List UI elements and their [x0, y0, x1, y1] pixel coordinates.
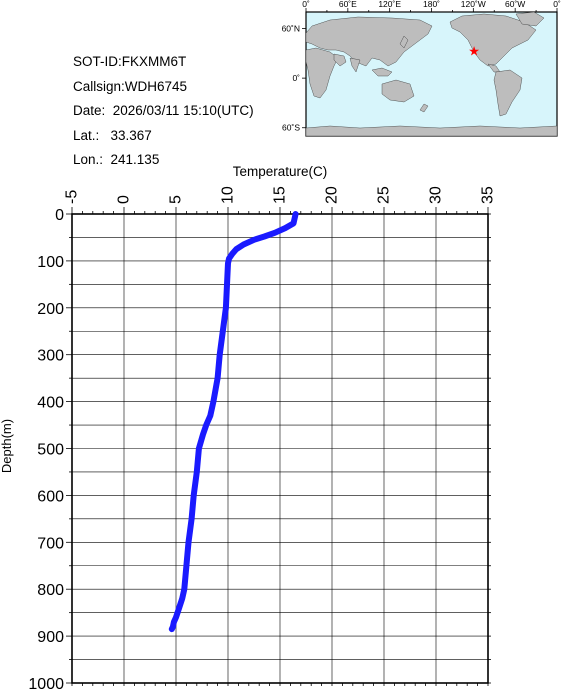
x-tick-label: 15	[272, 186, 289, 204]
temperature-profile-line	[168, 211, 299, 633]
y-tick-label: 500	[37, 442, 64, 459]
x-tick-label: 10	[220, 186, 237, 204]
y-tick-label: 400	[37, 395, 64, 412]
plot-frame	[71, 213, 489, 684]
date-text: Date: 2026/03/11 15:10(UTC)	[73, 103, 254, 118]
float-info-panel: SOT-ID:FKXMM6T Callsign:WDH6745 Date: 20…	[73, 50, 254, 173]
latitude-text: Lat.: 33.367	[73, 127, 152, 143]
chart-minor-ticks	[66, 207, 491, 686]
x-tick-label: -5	[64, 190, 81, 204]
callsign-text: Callsign:WDH6745	[73, 78, 188, 94]
x-tick-label: 0	[116, 195, 133, 204]
y-axis-label: Depth(m)	[0, 419, 14, 473]
y-tick-label: 300	[37, 348, 64, 365]
y-tick-label: 600	[37, 488, 64, 505]
y-tick-labels: 0 100 200 300 400 500 600 700 800 900 1000	[28, 207, 64, 690]
x-tick-label: 20	[324, 186, 341, 204]
x-tick-label: 5	[168, 195, 185, 204]
y-tick-label: 1000	[28, 676, 64, 690]
y-tick-label: 800	[37, 582, 64, 599]
y-tick-label: 900	[37, 629, 64, 646]
x-tick-label: 35	[480, 186, 497, 204]
longitude-text: Lon.: 241.135	[73, 152, 160, 167]
x-tick-label: 25	[376, 186, 393, 204]
x-tick-labels: -5 0 5 10 15 20 25 30 35	[64, 186, 497, 204]
x-tick-label: 30	[428, 186, 445, 204]
chart-grid	[71, 213, 489, 684]
y-tick-label: 0	[55, 207, 64, 224]
y-tick-label: 200	[37, 301, 64, 318]
sot-id-text: SOT-ID:FKXMM6T	[73, 54, 187, 69]
x-axis-label: Temperature(C)	[233, 164, 328, 179]
y-tick-label: 700	[37, 535, 64, 552]
y-tick-label: 100	[37, 254, 64, 271]
